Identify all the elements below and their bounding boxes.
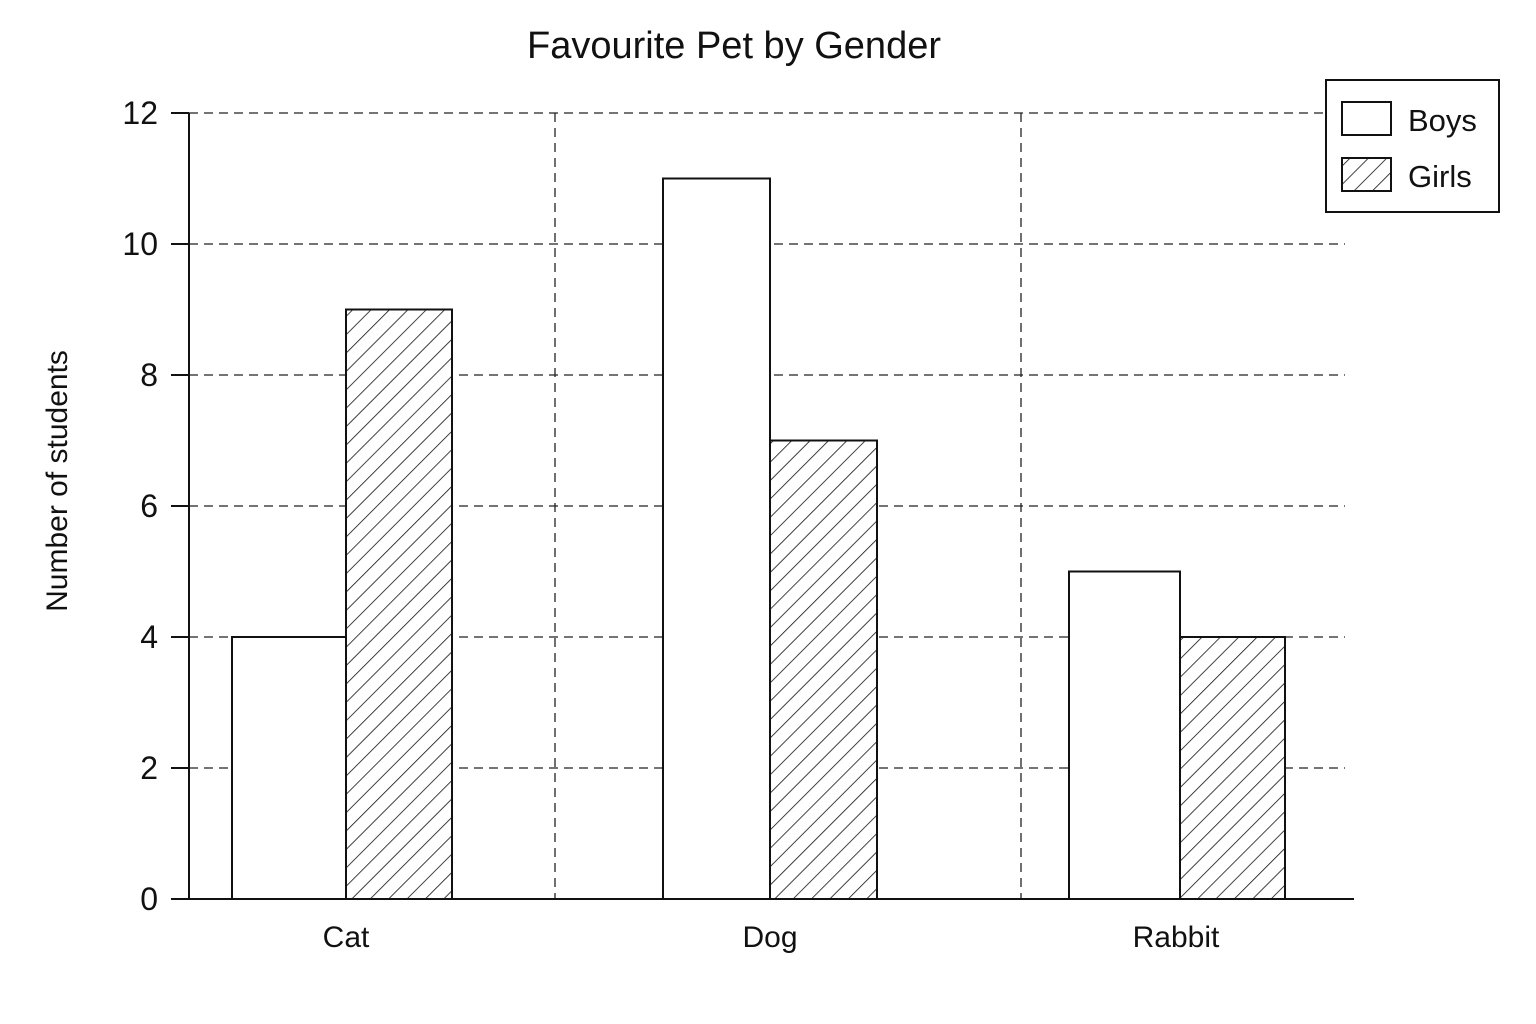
y-tick-label: 6 — [140, 488, 158, 524]
bar-boys-dog — [662, 177, 771, 900]
x-ticks: Cat Dog Rabbit — [323, 921, 1220, 954]
bar-girls-cat — [345, 308, 453, 900]
bar-boys-rabbit — [1068, 570, 1181, 900]
bars — [231, 177, 1286, 900]
x-tick-label-cat: Cat — [323, 921, 370, 954]
legend-label-girls: Girls — [1408, 159, 1472, 194]
y-tick-label: 8 — [140, 357, 158, 393]
legend-label-boys: Boys — [1408, 103, 1477, 138]
y-axis-title: Number of students — [41, 350, 74, 612]
bar-girls-dog — [769, 439, 878, 900]
x-tick-label-dog: Dog — [742, 921, 797, 954]
bar-girls-rabbit — [1179, 636, 1286, 900]
bar-boys-cat — [231, 636, 347, 900]
y-tick-label: 10 — [122, 226, 158, 262]
y-ticks: 0 2 4 6 8 10 12 — [122, 95, 189, 917]
legend-swatch-boys — [1341, 101, 1392, 136]
x-tick-label-rabbit: Rabbit — [1133, 921, 1220, 954]
chart-title: Favourite Pet by Gender — [527, 25, 941, 67]
y-tick-label: 12 — [122, 95, 158, 131]
y-tick-label: 0 — [140, 881, 158, 917]
y-tick-label: 2 — [140, 750, 158, 786]
y-tick-label: 4 — [140, 619, 158, 655]
legend-swatch-girls — [1341, 157, 1392, 192]
legend: Boys Girls — [1325, 79, 1500, 213]
